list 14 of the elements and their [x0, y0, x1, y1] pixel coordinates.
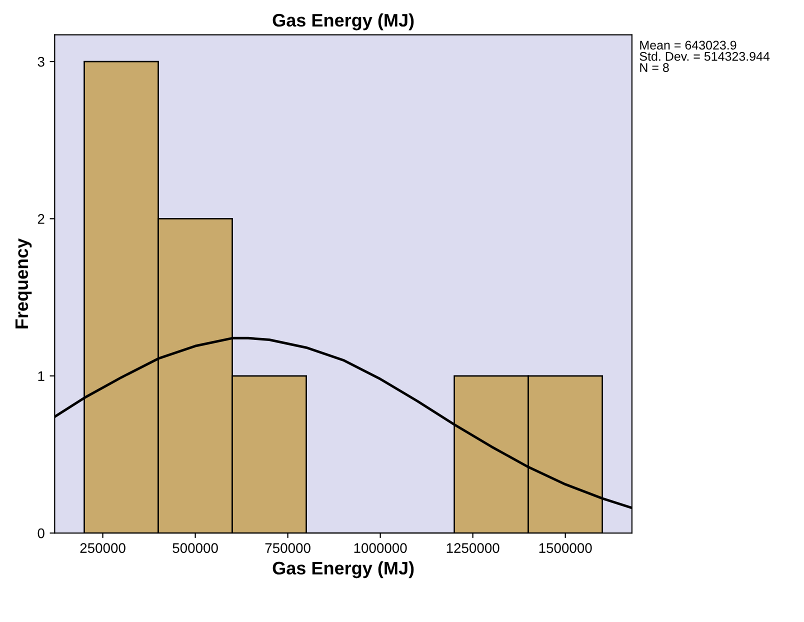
text: Mean = 643023.9 Std. Dev. = 514323.944 N = 8 — [640, 40, 770, 72]
x-tick-label: 1500000 — [539, 543, 592, 553]
x-axis-title: Gas Energy (MJ) — [272, 561, 414, 578]
y-tick-label: 3 — [38, 56, 44, 67]
y-tick-label: 0 — [38, 528, 44, 538]
x-tick-label: 1000000 — [354, 543, 407, 553]
y-axis-title: Frequency — [16, 238, 32, 328]
x-tick-label: 750000 — [265, 543, 310, 553]
chart-title: Gas Energy (MJ) — [272, 13, 414, 30]
y-tick-label: 2 — [38, 214, 44, 224]
x-tick-label: 250000 — [80, 543, 126, 553]
y-tick-label: 1 — [38, 371, 44, 381]
x-tick-label: 500000 — [172, 543, 218, 553]
x-tick-label: 1250000 — [446, 543, 500, 553]
